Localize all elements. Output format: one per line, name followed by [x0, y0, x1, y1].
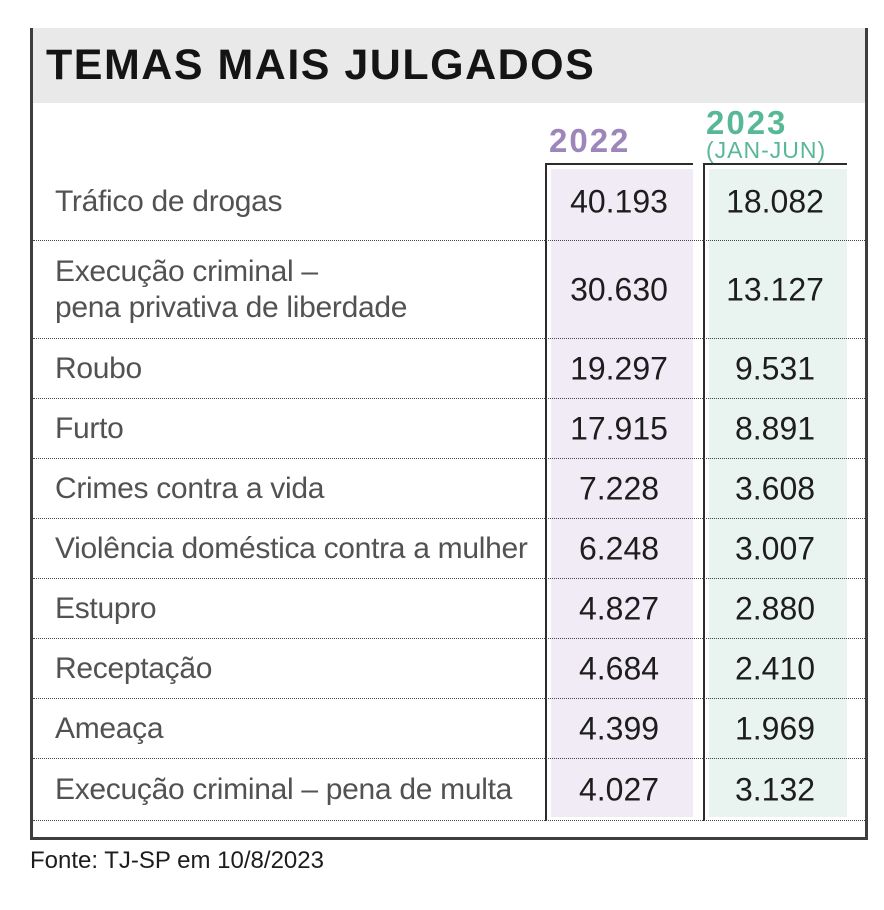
row-value-2023: 1.969 [734, 710, 816, 746]
column-header-2023: 2023 (JAN-JUN) [706, 103, 827, 163]
row-value-2023: 9.531 [734, 350, 816, 386]
row-label: Furto [55, 411, 124, 445]
table-row: Estupro 4.827 2.880 [33, 579, 865, 639]
row-label: Roubo [55, 351, 142, 385]
column-header-2023-year: 2023 [706, 103, 788, 141]
row-label: Tráfico de drogas [55, 184, 283, 218]
table-row: Execução criminal – pena de multa 4.027 3.… [33, 759, 865, 821]
row-label: Violência doméstica contra a mulher [55, 531, 528, 565]
row-value-2023: 3.608 [734, 470, 816, 506]
row-label: Ameaça [55, 711, 164, 745]
row-label: Crimes contra a vida [55, 471, 325, 505]
infographic-frame: TEMAS MAIS JULGADOS 2022 2023 (JAN-JUN) … [30, 28, 868, 840]
row-value-2023: 18.082 [726, 183, 824, 219]
table-row: Ameaça 4.399 1.969 [33, 699, 865, 759]
row-label: Execução criminal – pena privativa de li… [55, 254, 408, 324]
column-2023-background [703, 163, 847, 821]
row-value-2022: 4.027 [578, 771, 660, 807]
table-row: Crimes contra a vida 7.228 3.608 [33, 459, 865, 519]
row-value-2022: 19.297 [570, 350, 668, 386]
title-band: TEMAS MAIS JULGADOS [33, 28, 865, 103]
row-value-2022: 4.399 [578, 710, 660, 746]
table-row: Receptação 4.684 2.410 [33, 639, 865, 699]
table-body: Tráfico de drogas 40.193 18.082 Execução cr… [33, 163, 865, 821]
table-row: Tráfico de drogas 40.193 18.082 [33, 163, 865, 241]
table-row: Execução criminal – pena privativa de li… [33, 241, 865, 339]
row-value-2023: 2.410 [734, 650, 816, 686]
table-row: Roubo 19.297 9.531 [33, 339, 865, 399]
source-note: Fonte: TJ-SP em 10/8/2023 [30, 847, 324, 874]
row-value-2022: 4.684 [578, 650, 660, 686]
row-value-2022: 40.193 [570, 183, 668, 219]
table-row: Furto 17.915 8.891 [33, 399, 865, 459]
row-value-2022: 4.827 [578, 590, 660, 626]
row-value-2023: 3.132 [734, 771, 816, 807]
row-value-2022: 6.248 [578, 530, 660, 566]
column-2022-background [545, 163, 693, 821]
row-value-2022: 17.915 [570, 410, 668, 446]
row-value-2023: 2.880 [734, 590, 816, 626]
column-2022-fill [551, 169, 693, 817]
column-2023-fill [709, 169, 847, 817]
row-value-2023: 8.891 [734, 410, 816, 446]
row-label: Receptação [55, 651, 213, 685]
row-value-2022: 30.630 [570, 271, 668, 307]
column-header-2022: 2022 [549, 122, 631, 159]
row-label: Execução criminal – pena de multa [55, 772, 513, 806]
row-value-2022: 7.228 [578, 470, 660, 506]
page-title: TEMAS MAIS JULGADOS [46, 41, 596, 89]
row-label: Estupro [55, 591, 157, 625]
column-headers: 2022 2023 (JAN-JUN) [33, 103, 865, 163]
row-value-2023: 3.007 [734, 530, 816, 566]
table-row: Violência doméstica contra a mulher 6.248… [33, 519, 865, 579]
column-header-2023-period: (JAN-JUN) [706, 136, 827, 163]
rows-container: Tráfico de drogas 40.193 18.082 Execução cr… [33, 163, 865, 821]
row-value-2023: 13.127 [726, 271, 824, 307]
